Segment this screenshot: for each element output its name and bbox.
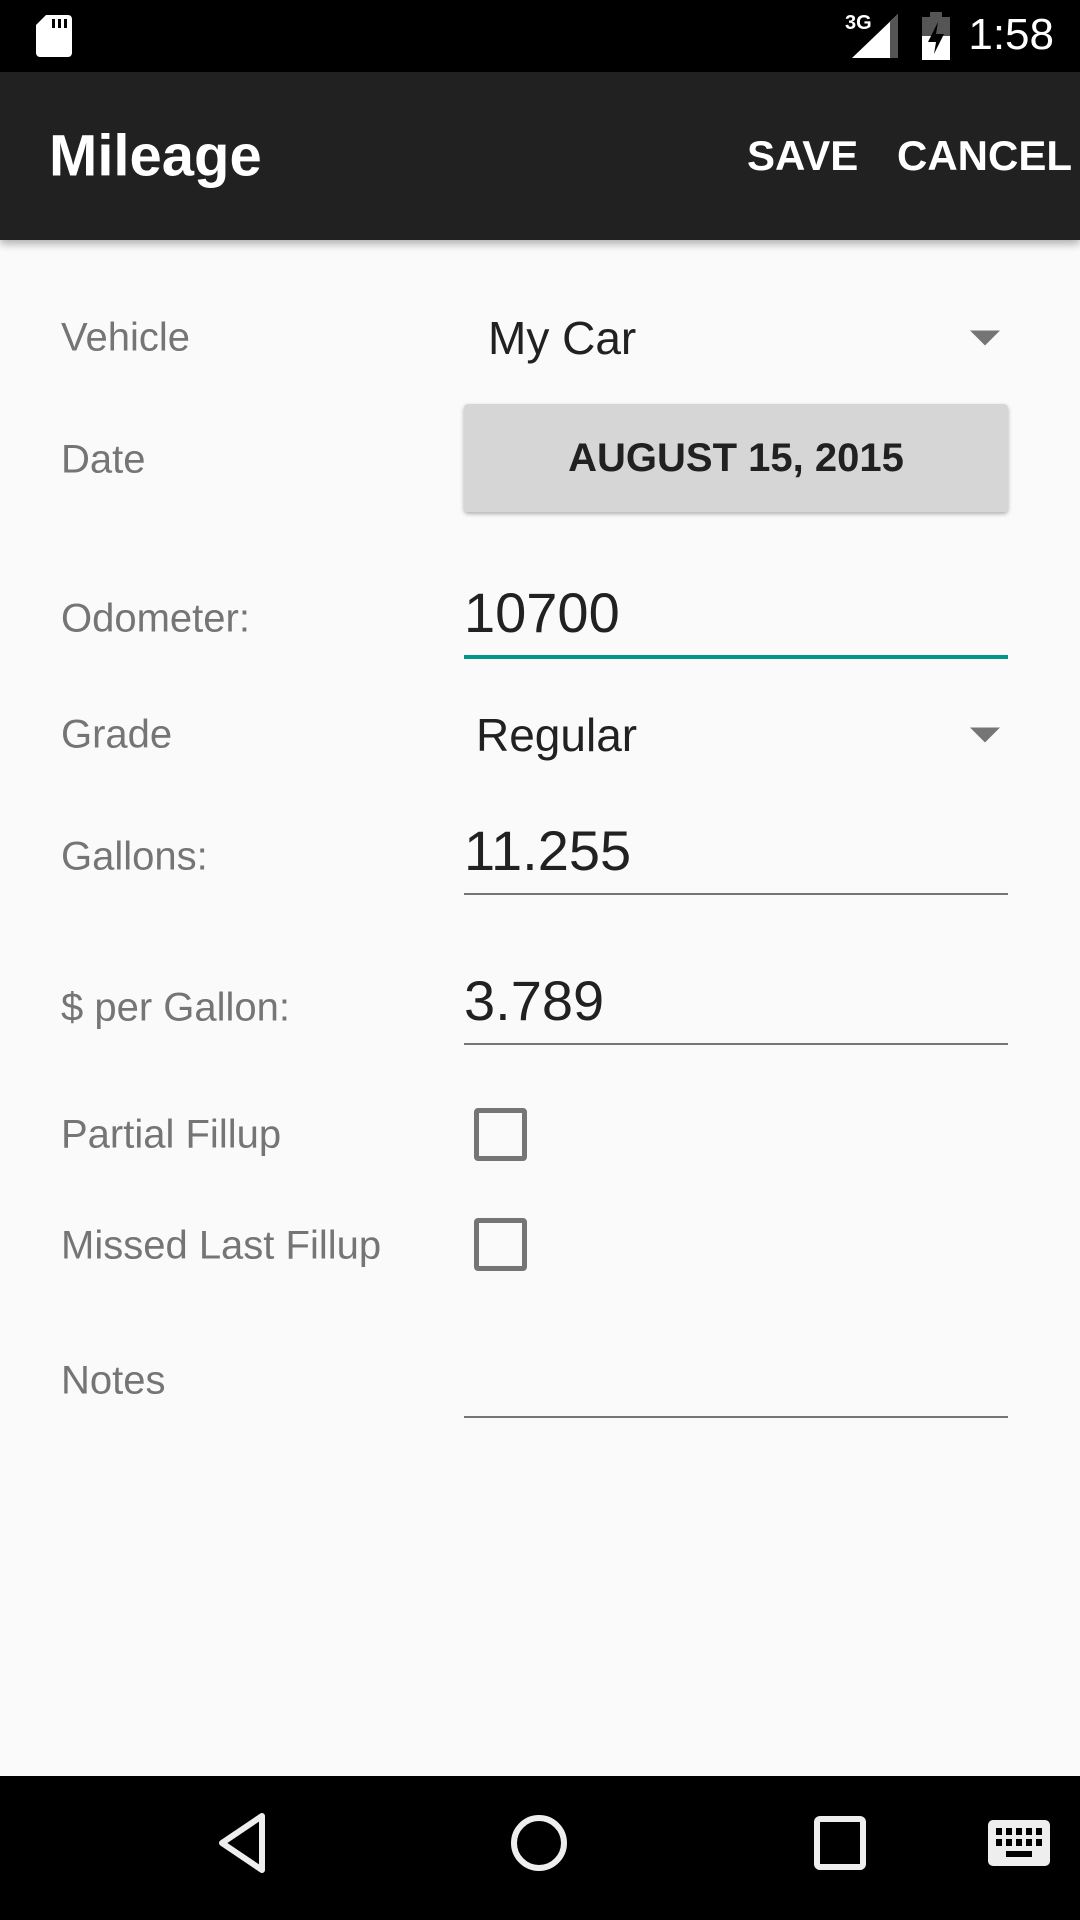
vehicle-label: Vehicle: [61, 315, 190, 360]
notes-input[interactable]: [464, 1350, 1008, 1418]
signal-icon: [852, 14, 898, 58]
sd-card-icon: [36, 15, 72, 57]
odometer-input[interactable]: 10700: [464, 580, 1008, 659]
grade-label: Grade: [61, 712, 173, 757]
partial-fillup-checkbox[interactable]: [474, 1108, 527, 1161]
date-picker-button[interactable]: AUGUST 15, 2015: [464, 404, 1008, 512]
battery-charging-icon: [922, 12, 950, 60]
gallons-input[interactable]: 11.255: [464, 818, 1008, 895]
save-button[interactable]: SAVE: [747, 132, 859, 179]
notes-label: Notes: [61, 1358, 166, 1403]
vehicle-spinner[interactable]: My Car: [464, 311, 1008, 365]
network-type: 3G: [845, 12, 872, 34]
partial-fillup-label: Partial Fillup: [61, 1112, 282, 1157]
price-per-gallon-input[interactable]: 3.789: [464, 968, 1008, 1045]
clock: 1:58: [968, 10, 1054, 59]
navigation-bar: [0, 1776, 1080, 1920]
missed-fillup-label: Missed Last Fillup: [61, 1223, 382, 1268]
grade-value: Regular: [476, 709, 638, 761]
page-title: Mileage: [49, 123, 262, 189]
back-icon[interactable]: [214, 1812, 268, 1874]
date-label: Date: [61, 437, 146, 482]
grade-spinner[interactable]: Regular: [464, 708, 1008, 762]
price-label: $ per Gallon:: [61, 985, 291, 1030]
missed-fillup-checkbox[interactable]: [474, 1218, 527, 1271]
odometer-label: Odometer:: [61, 596, 250, 641]
dropdown-arrow-icon: [970, 727, 1000, 743]
status-bar: 3G 1:58: [0, 0, 1080, 72]
recents-icon[interactable]: [814, 1816, 866, 1870]
cancel-button[interactable]: CANCEL: [897, 132, 1072, 179]
app-bar: Mileage SAVE CANCEL: [0, 72, 1080, 240]
gallons-label: Gallons:: [61, 834, 208, 879]
home-icon[interactable]: [508, 1812, 570, 1874]
vehicle-value: My Car: [488, 312, 637, 364]
keyboard-icon[interactable]: [988, 1820, 1050, 1866]
dropdown-arrow-icon: [970, 330, 1000, 346]
